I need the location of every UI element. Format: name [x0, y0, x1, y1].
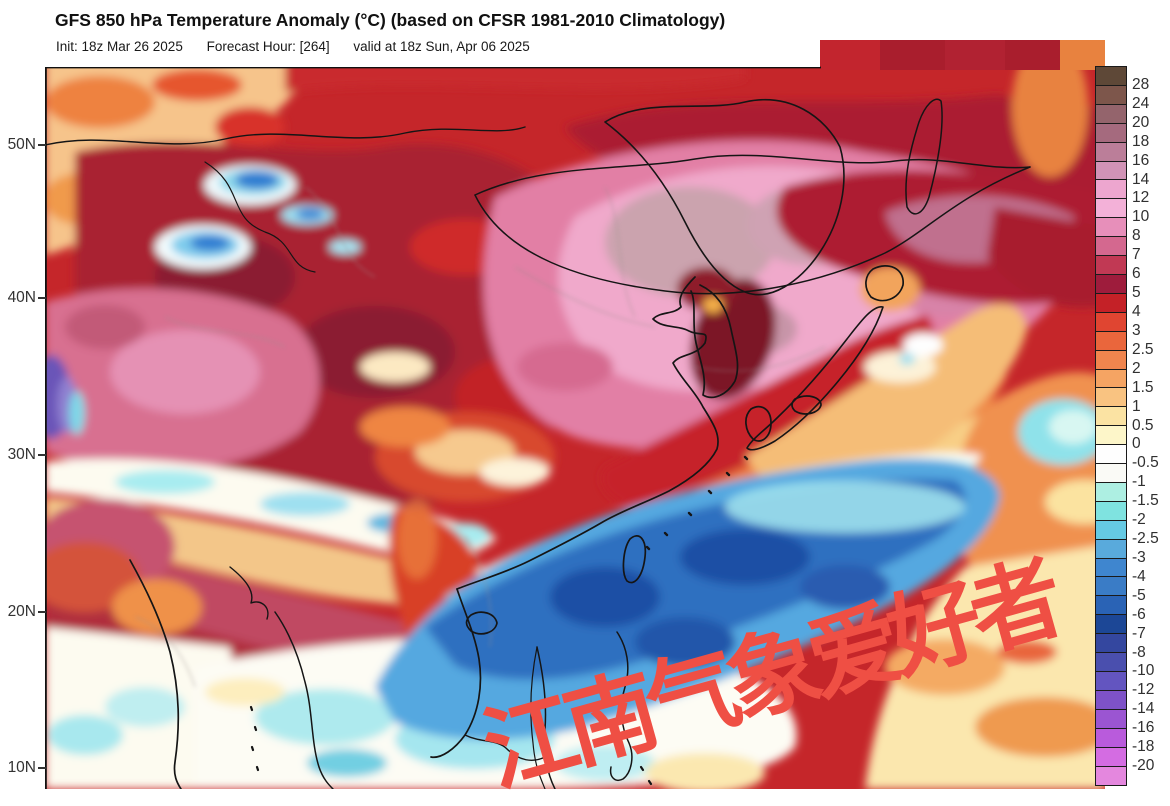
color-scale-tick-label: 3: [1132, 321, 1141, 339]
color-scale-tick-label: -16: [1132, 719, 1155, 737]
color-scale-cell: [1096, 161, 1126, 181]
color-scale-tick-label: 16: [1132, 151, 1150, 169]
weather-map-page: { "header": { "title": "GFS 850 hPa Temp…: [7, 10, 1159, 806]
color-scale-tick-label: 2.5: [1132, 340, 1154, 358]
color-scale-cell: [1096, 426, 1126, 446]
color-scale-tick-label: 18: [1132, 132, 1150, 150]
latitude-tick: [38, 297, 46, 299]
color-scale-tick-label: 14: [1132, 170, 1150, 188]
color-scale-cell: [1096, 672, 1126, 691]
latitude-label: 40N: [7, 289, 36, 306]
latitude-tick: [38, 454, 46, 456]
color-scale-tick-label: 12: [1132, 189, 1150, 207]
color-scale-cell: [1096, 728, 1126, 748]
color-scale-cell: [1096, 312, 1126, 332]
color-scale-tick-label: -2: [1132, 511, 1146, 529]
color-scale-tick-label: 7: [1132, 246, 1141, 264]
color-scale-cell: [1096, 520, 1126, 540]
color-scale-cell: [1096, 596, 1126, 616]
color-scale-cell: [1096, 766, 1126, 786]
color-scale-cell: [1096, 123, 1126, 143]
color-scale: [1095, 66, 1127, 787]
color-scale-tick-label: -1: [1132, 473, 1146, 491]
color-scale-cell: [1096, 237, 1126, 257]
color-scale-tick-label: 28: [1132, 75, 1150, 93]
latitude-tick: [38, 144, 46, 146]
color-scale-cell: [1096, 653, 1126, 672]
color-scale-tick-label: 5: [1132, 284, 1141, 302]
color-scale-cell: [1096, 558, 1126, 578]
color-scale-tick-label: 6: [1132, 265, 1141, 283]
color-scale-tick-label: -10: [1132, 662, 1155, 680]
color-scale-cell: [1096, 634, 1126, 654]
color-scale-tick-label: 20: [1132, 113, 1150, 131]
latitude-label: 20N: [7, 603, 36, 620]
color-scale-tick-label: 4: [1132, 302, 1141, 320]
latitude-label: 10N: [7, 759, 36, 776]
color-scale-tick-label: -18: [1132, 738, 1155, 756]
anomaly-map-canvas: [45, 40, 1105, 789]
color-scale-cell: [1096, 218, 1126, 238]
color-scale-cell: [1096, 482, 1126, 502]
color-scale-cell: [1096, 274, 1126, 294]
color-scale-tick-label: 10: [1132, 208, 1150, 226]
page-title: GFS 850 hPa Temperature Anomaly (°C) (ba…: [55, 10, 726, 30]
color-scale-cell: [1096, 67, 1126, 86]
color-scale-cell: [1096, 539, 1126, 559]
color-scale-cell: [1096, 501, 1126, 521]
color-scale-cell: [1096, 142, 1126, 162]
color-scale-tick-label: 0.5: [1132, 416, 1154, 434]
color-scale-tick-label: -12: [1132, 681, 1155, 699]
color-scale-cell: [1096, 180, 1126, 200]
color-scale-tick-label: -7: [1132, 624, 1146, 642]
color-scale-cell: [1096, 256, 1126, 275]
color-scale-cell: [1096, 690, 1126, 710]
color-scale-tick-label: -0.5: [1132, 454, 1159, 472]
color-scale-cell: [1096, 445, 1126, 465]
color-scale-tick-label: 2: [1132, 359, 1141, 377]
color-scale-cell: [1096, 199, 1126, 219]
color-scale-cell: [1096, 293, 1126, 313]
color-scale-tick-label: 1.5: [1132, 378, 1154, 396]
color-scale-tick-label: -5: [1132, 586, 1146, 604]
color-scale-cell: [1096, 709, 1126, 729]
latitude-label: 50N: [7, 136, 36, 153]
color-scale-cell: [1096, 369, 1126, 389]
color-scale-tick-label: 1: [1132, 397, 1141, 415]
color-scale-cell: [1096, 104, 1126, 124]
color-scale-tick-label: 24: [1132, 94, 1150, 112]
color-scale-tick-label: -8: [1132, 643, 1146, 661]
color-scale-tick-label: 0: [1132, 435, 1141, 453]
color-scale-cell: [1096, 464, 1126, 483]
color-scale-tick-label: -20: [1132, 757, 1155, 775]
color-scale-cell: [1096, 85, 1126, 105]
color-scale-cell: [1096, 407, 1126, 427]
valid-time-label: valid at 18z Sun, Apr 06 2025: [353, 39, 530, 54]
color-scale-tick-label: 8: [1132, 227, 1141, 245]
forecast-hour-label: Forecast Hour: [264]: [206, 39, 330, 54]
color-scale-tick-label: -1.5: [1132, 492, 1159, 510]
color-scale-cell: [1096, 331, 1126, 351]
color-scale-cell: [1096, 388, 1126, 408]
color-scale-cell: [1096, 577, 1126, 597]
color-scale-cell: [1096, 350, 1126, 370]
color-scale-tick-label: -3: [1132, 548, 1146, 566]
color-scale-cell: [1096, 747, 1126, 767]
latitude-tick: [38, 611, 46, 613]
latitude-tick: [38, 767, 46, 769]
color-scale-tick-label: -2.5: [1132, 530, 1159, 548]
color-scale-cell: [1096, 615, 1126, 635]
subtitle: Init: 18z Mar 26 2025 Forecast Hour: [26…: [56, 39, 550, 54]
color-scale-tick-label: -14: [1132, 700, 1155, 718]
color-scale-tick-label: -4: [1132, 567, 1146, 585]
init-label: Init: 18z Mar 26 2025: [56, 39, 183, 54]
color-scale-tick-label: -6: [1132, 605, 1146, 623]
latitude-label: 30N: [7, 446, 36, 463]
